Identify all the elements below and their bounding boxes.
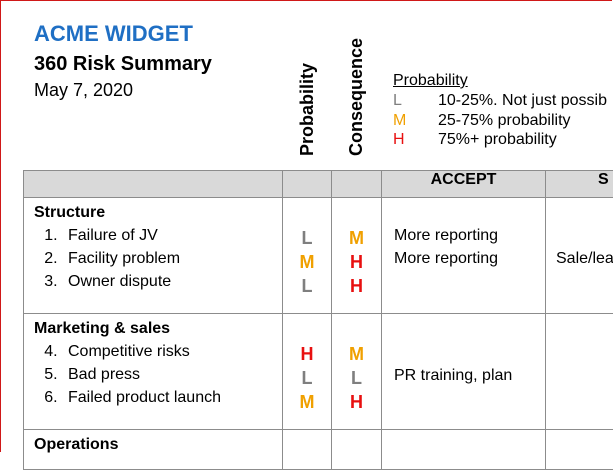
- legend-text-low: 10-25%. Not just possib: [438, 92, 607, 110]
- probability-column-header: Probability: [297, 63, 318, 156]
- section-title: Operations: [34, 436, 282, 454]
- probability-legend: Probability L 10-25%. Not just possib M …: [393, 72, 468, 90]
- page-title: 360 Risk Summary: [34, 53, 212, 76]
- probability-rating: L: [283, 226, 331, 250]
- risk-item: Bad press: [62, 363, 282, 386]
- legend-code-medium: M: [393, 112, 406, 129]
- consequence-column-header: Consequence: [346, 38, 367, 156]
- accept-cell: PR training, plan: [382, 314, 546, 430]
- legend-text-high: 75%+ probability: [438, 131, 557, 149]
- probability-cell: [283, 430, 332, 470]
- legend-title: Probability: [393, 72, 468, 90]
- risk-item: Failed product launch: [62, 386, 282, 409]
- consequence-cell: [332, 430, 382, 470]
- probability-cell: H L M: [283, 314, 332, 430]
- section-title: Structure: [34, 204, 282, 222]
- accept-cell: More reporting More reporting: [382, 198, 546, 314]
- legend-row-high: H 75%+ probability: [393, 131, 405, 149]
- probability-rating: M: [283, 250, 331, 274]
- table-row: Operations: [24, 430, 613, 470]
- header-cell-probability: [283, 171, 332, 198]
- section-cell: Structure Failure of JV Facility problem…: [24, 198, 283, 314]
- header-cell-consequence: [332, 171, 382, 198]
- header-cell-risks: [24, 171, 283, 198]
- probability-rating: L: [283, 274, 331, 298]
- legend-row-medium: M 25-75% probability: [393, 112, 406, 130]
- table-row: Marketing & sales Competitive risks Bad …: [24, 314, 613, 430]
- section-cell: Marketing & sales Competitive risks Bad …: [24, 314, 283, 430]
- accept-action: More reporting: [394, 247, 545, 270]
- risk-item: Facility problem: [62, 247, 282, 270]
- consequence-rating: M: [332, 342, 381, 366]
- consequence-rating: L: [332, 366, 381, 390]
- consequence-rating: H: [332, 250, 381, 274]
- probability-rating: H: [283, 342, 331, 366]
- consequence-cell: M H H: [332, 198, 382, 314]
- consequence-rating: M: [332, 226, 381, 250]
- probability-rating: L: [283, 366, 331, 390]
- section-cell: Operations: [24, 430, 283, 470]
- risk-item: Failure of JV: [62, 224, 282, 247]
- section-title: Marketing & sales: [34, 320, 282, 338]
- next-action: Sale/lea: [556, 247, 613, 270]
- legend-code-high: H: [393, 131, 405, 148]
- probability-cell: L M L: [283, 198, 332, 314]
- report-date: May 7, 2020: [34, 80, 133, 101]
- next-column-header: S: [546, 171, 613, 198]
- next-cell: [546, 430, 613, 470]
- risk-item: Owner dispute: [62, 270, 282, 293]
- accept-column-header: ACCEPT: [382, 171, 546, 198]
- risk-list: Failure of JV Facility problem Owner dis…: [24, 224, 282, 293]
- next-cell: [546, 314, 613, 430]
- risk-table: ACCEPT S Structure Failure of JV Facilit…: [23, 170, 613, 470]
- table-row: Structure Failure of JV Facility problem…: [24, 198, 613, 314]
- table-header-row: ACCEPT S: [24, 171, 613, 198]
- consequence-cell: M L H: [332, 314, 382, 430]
- legend-text-medium: 25-75% probability: [438, 112, 571, 130]
- risk-list: Competitive risks Bad press Failed produ…: [24, 340, 282, 409]
- consequence-rating: H: [332, 274, 381, 298]
- accept-cell: [382, 430, 546, 470]
- probability-rating: M: [283, 390, 331, 414]
- risk-item: Competitive risks: [62, 340, 282, 363]
- accept-action: PR training, plan: [394, 364, 545, 387]
- legend-row-low: L 10-25%. Not just possib: [393, 92, 402, 110]
- legend-code-low: L: [393, 92, 402, 109]
- company-name: ACME WIDGET: [34, 21, 193, 47]
- accept-action: More reporting: [394, 224, 545, 247]
- next-cell: Sale/lea: [546, 198, 613, 314]
- consequence-rating: H: [332, 390, 381, 414]
